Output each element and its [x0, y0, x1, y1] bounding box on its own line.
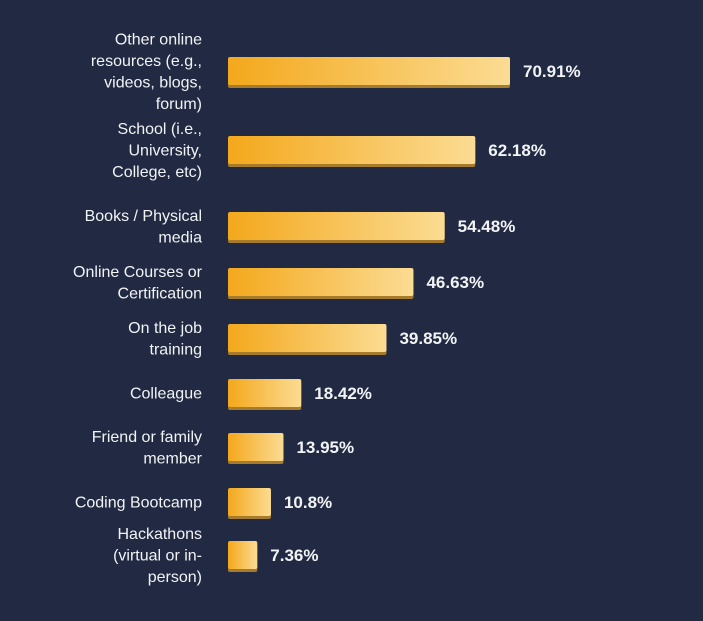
- bar-group: 39.85% On the job training: [128, 320, 457, 359]
- data-label: 46.63%: [426, 273, 484, 292]
- data-label: 13.95%: [296, 438, 354, 457]
- bar-group: 10.8% Coding Bootcamp: [75, 488, 332, 519]
- bar: [228, 57, 510, 85]
- category-label: Hackathons (virtual or in-person): [113, 526, 202, 586]
- bar-group: 54.48% Books / Physical media: [85, 208, 516, 247]
- bars-layer: 70.91% Other online resources (e.g., videos…: [73, 31, 581, 586]
- bar: [228, 212, 445, 240]
- category-label: Books / Physical media: [85, 208, 202, 247]
- bar-group: 18.42% Colleague: [130, 379, 372, 410]
- data-label: 7.36%: [270, 546, 318, 565]
- bar: [228, 379, 302, 407]
- bar-group: 62.18% School (i.e., University, College, e…: [112, 121, 546, 181]
- category-label: Friend or family member: [92, 429, 203, 468]
- bar-group: 70.91% Other online resources (e.g., videos…: [91, 31, 581, 113]
- bar: [228, 488, 271, 516]
- bar: [228, 268, 414, 296]
- bar-group: 7.36% Hackathons (virtual or in-person): [113, 526, 318, 586]
- bar: [228, 136, 476, 164]
- data-label: 62.18%: [488, 141, 546, 160]
- bar: [228, 541, 258, 569]
- data-label: 54.48%: [458, 217, 516, 236]
- bar: [228, 324, 387, 352]
- category-label: On the job training: [128, 320, 202, 359]
- category-label: Colleague: [130, 386, 202, 403]
- category-label: Online Courses or Certification: [73, 264, 203, 303]
- data-label: 10.8%: [284, 493, 332, 512]
- category-label: Coding Bootcamp: [75, 495, 202, 512]
- data-label: 18.42%: [314, 384, 372, 403]
- category-label: School (i.e., University, College, etc): [112, 121, 202, 181]
- data-label: 39.85%: [399, 329, 457, 348]
- bar-group: 13.95% Friend or family member: [92, 429, 354, 468]
- bar-group: 46.63% Online Courses or Certification: [73, 264, 484, 303]
- bar: [228, 433, 284, 461]
- data-label: 70.91%: [523, 62, 581, 81]
- category-label: Other online resources (e.g., videos, blog…: [91, 31, 202, 113]
